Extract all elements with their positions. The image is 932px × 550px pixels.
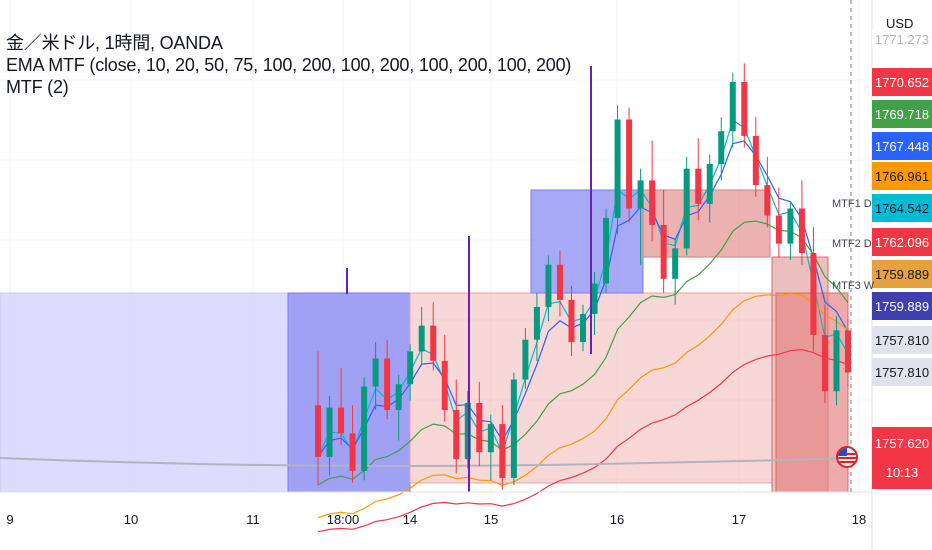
- price-tag: 1770.652: [872, 68, 932, 96]
- candle-body: [441, 360, 448, 410]
- price-tag: 1764.542: [872, 194, 932, 222]
- candle-body: [338, 407, 345, 434]
- candle-body: [464, 402, 471, 460]
- x-tick-label: 18:00: [326, 512, 360, 527]
- mtf-zone: [287, 292, 411, 493]
- candle-body: [487, 424, 494, 453]
- candle-body: [499, 424, 506, 478]
- price-tag: 1766.961: [872, 162, 932, 190]
- candle-body: [660, 224, 667, 279]
- candle-body: [845, 330, 851, 373]
- x-tick-label: 15: [483, 512, 499, 527]
- candle-body: [718, 131, 725, 164]
- price-tag: 1767.448: [872, 132, 932, 160]
- candle-body: [614, 119, 621, 218]
- candle-body: [315, 405, 321, 457]
- candle-body: [603, 217, 610, 284]
- candle-body: [522, 339, 529, 380]
- x-tick-label: 16: [609, 512, 625, 527]
- last-price: 1757.620: [874, 436, 930, 451]
- candlesticks: [315, 63, 851, 492]
- candle-body: [326, 407, 333, 457]
- x-tick-label: 14: [402, 512, 418, 527]
- ema100-line: [317, 348, 849, 533]
- price-tag: 1759.889: [872, 260, 932, 288]
- candle-body: [545, 264, 552, 307]
- candle-body: [649, 180, 656, 225]
- candle-body: [810, 253, 817, 336]
- mtf2-label: MTF2 D: [832, 238, 872, 250]
- candle-body: [672, 248, 679, 279]
- candle-body: [453, 410, 460, 460]
- candle-body: [361, 386, 368, 471]
- candle-body: [510, 379, 517, 478]
- mtf1-label: MTF1 D: [832, 198, 872, 210]
- candle-body: [556, 264, 563, 300]
- legend-symbol[interactable]: 金／米ドル, 1時間, OANDA: [6, 33, 223, 53]
- candle-body: [568, 299, 575, 343]
- last-price-tag: 1757.620 10:13: [872, 427, 932, 489]
- candle-body: [384, 358, 391, 410]
- candle-body: [729, 82, 736, 132]
- x-tick-label: 18: [851, 512, 867, 527]
- price-tag: 1769.718: [872, 100, 932, 128]
- ema75-line: [317, 292, 849, 519]
- candle-body: [821, 335, 828, 392]
- bar-countdown: 10:13: [885, 465, 919, 480]
- x-tick-label: 9: [6, 512, 14, 527]
- currency-label[interactable]: USD: [886, 16, 914, 31]
- candle-body: [418, 325, 425, 352]
- candle-body: [637, 180, 644, 209]
- x-tick-label: 10: [123, 512, 139, 527]
- candle-body: [787, 208, 794, 244]
- price-tag: 1762.096: [872, 228, 932, 256]
- candle-body: [626, 119, 633, 209]
- price-tag: 1771.273: [872, 30, 932, 48]
- candle-body: [349, 433, 356, 471]
- candle-body: [706, 164, 713, 204]
- candle-body: [580, 313, 586, 343]
- legend-ema-mtf[interactable]: EMA MTF (close, 10, 20, 50, 75, 100, 200…: [6, 55, 572, 75]
- ema50-line: [317, 220, 849, 486]
- candle-body: [741, 82, 748, 136]
- candle-body: [395, 384, 402, 410]
- price-tag: 1759.889: [872, 292, 932, 320]
- candle-body: [430, 325, 437, 361]
- candle-body: [372, 358, 379, 387]
- candle-body: [476, 402, 483, 453]
- candle-body: [407, 351, 414, 385]
- x-tick-label: 17: [731, 512, 747, 527]
- candle-body: [775, 215, 782, 244]
- candle-body: [833, 330, 840, 392]
- candle-body: [798, 208, 805, 254]
- candle-body: [591, 283, 598, 314]
- candle-body: [764, 185, 771, 216]
- price-tag: 1757.810: [872, 358, 932, 386]
- candle-body: [752, 135, 759, 186]
- candle-body: [695, 168, 702, 204]
- price-tag: 1757.810: [872, 326, 932, 354]
- legend-mtf[interactable]: MTF (2): [6, 77, 69, 97]
- chart-legend: 金／米ドル, 1時間, OANDA EMA MTF (close, 10, 20…: [6, 32, 571, 98]
- candle-body: [683, 168, 690, 249]
- us-flag-icon[interactable]: [836, 446, 858, 468]
- mtf3-label: MTF3 W: [832, 280, 875, 292]
- candle-body: [533, 306, 540, 340]
- x-tick-label: 11: [246, 512, 260, 527]
